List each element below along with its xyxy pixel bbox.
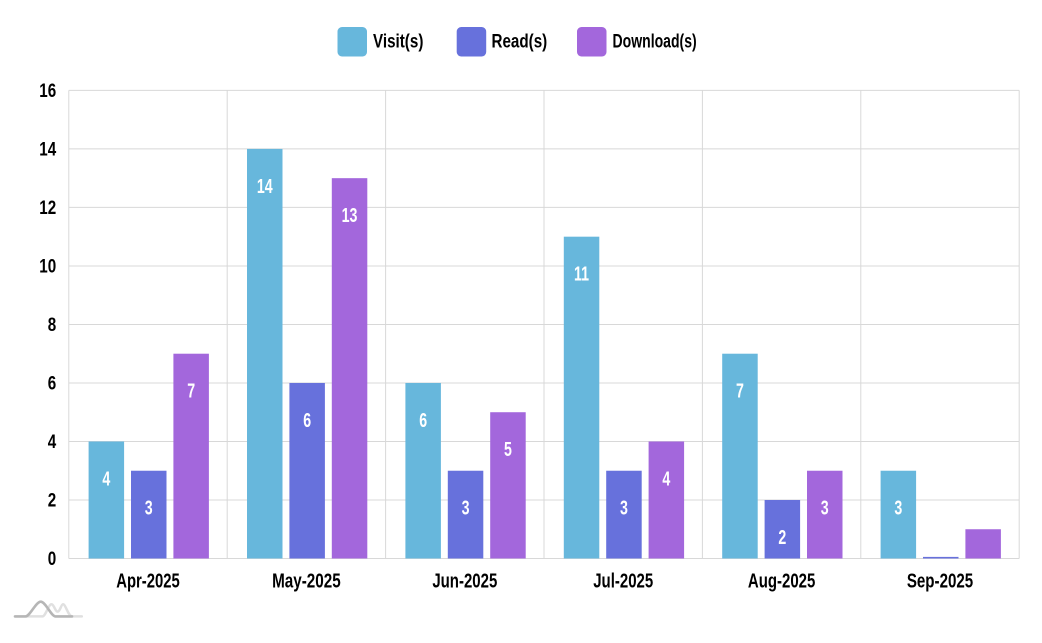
svg-text:12: 12 xyxy=(39,196,56,218)
svg-text:14: 14 xyxy=(257,174,273,197)
svg-text:3: 3 xyxy=(462,496,470,519)
svg-text:3: 3 xyxy=(145,496,153,519)
svg-text:7: 7 xyxy=(187,379,195,402)
svg-text:11: 11 xyxy=(574,262,589,285)
svg-text:3: 3 xyxy=(620,496,628,519)
svg-text:2: 2 xyxy=(48,489,57,511)
svg-text:13: 13 xyxy=(342,204,358,227)
svg-text:May-2025: May-2025 xyxy=(272,569,341,591)
svg-text:4: 4 xyxy=(48,430,57,452)
svg-text:16: 16 xyxy=(39,79,56,101)
svg-text:3: 3 xyxy=(894,496,902,519)
svg-text:Visit(s): Visit(s) xyxy=(373,29,423,51)
svg-text:4: 4 xyxy=(662,467,670,490)
svg-text:Read(s): Read(s) xyxy=(492,29,548,51)
svg-text:2: 2 xyxy=(778,525,786,548)
svg-text:3: 3 xyxy=(821,496,829,519)
svg-text:4: 4 xyxy=(102,467,110,490)
svg-text:Sep-2025: Sep-2025 xyxy=(907,569,973,592)
svg-text:6: 6 xyxy=(48,372,57,394)
svg-text:14: 14 xyxy=(39,138,56,160)
svg-text:Jun-2025: Jun-2025 xyxy=(432,569,497,592)
svg-text:Apr-2025: Apr-2025 xyxy=(116,569,180,592)
svg-text:Download(s): Download(s) xyxy=(613,30,697,52)
svg-text:6: 6 xyxy=(419,408,427,431)
svg-text:5: 5 xyxy=(504,438,512,461)
svg-text:6: 6 xyxy=(303,408,311,431)
svg-text:0: 0 xyxy=(48,547,56,569)
svg-text:Aug-2025: Aug-2025 xyxy=(748,569,816,592)
svg-text:10: 10 xyxy=(39,255,56,277)
svg-text:Jul-2025: Jul-2025 xyxy=(593,569,653,592)
svg-text:8: 8 xyxy=(48,313,57,335)
svg-text:7: 7 xyxy=(736,379,744,402)
